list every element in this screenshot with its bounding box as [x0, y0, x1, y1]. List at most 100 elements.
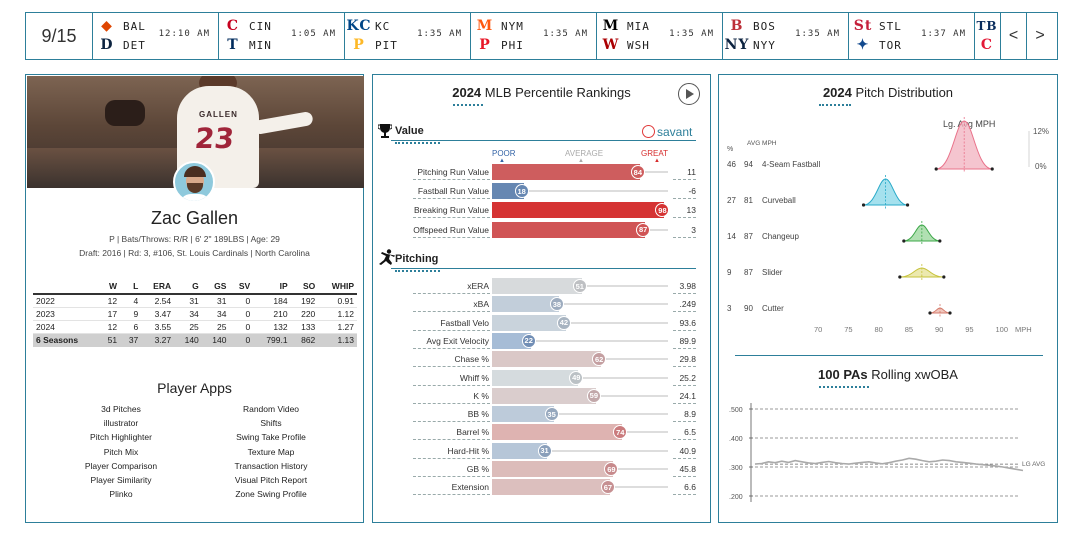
stats-header-cell[interactable]: IP [253, 278, 291, 295]
metric-label: Avg Exit Velocity [426, 335, 489, 346]
percentile-row[interactable]: Chase % 62 29.8 [373, 351, 712, 368]
pitch-name: Slider [762, 268, 783, 277]
game-card[interactable]: St STL ✦ TOR 1:37 AM [849, 13, 975, 59]
player-panel: GALLEN 23 Zac Gallen P | Bats/Throws: R/… [25, 74, 364, 523]
metric-value-rule [673, 402, 696, 404]
pitch-avg-mph: 94 [744, 160, 753, 169]
percentile-row[interactable]: Fastball Run Value 18 -6 [373, 183, 712, 200]
player-app-link[interactable]: Player Similarity [90, 474, 152, 485]
percentile-circle: 51 [572, 279, 587, 293]
stats-total-cell: 37 [120, 333, 142, 347]
player-app-link[interactable]: Texture Map [247, 446, 295, 457]
player-app-link[interactable]: Visual Pitch Report [234, 474, 308, 485]
percentile-row[interactable]: Extension 67 6.6 [373, 479, 712, 496]
stats-header-cell[interactable]: SO [290, 278, 319, 295]
stats-header-cell[interactable]: ERA [141, 278, 175, 295]
percentile-row[interactable]: xERA 51 3.98 [373, 278, 712, 294]
y-tick-label: .500 [729, 407, 743, 414]
stats-header-cell[interactable]: WHIP [318, 278, 357, 295]
player-app-link[interactable]: Pitch Highlighter [90, 432, 152, 443]
savant-logo[interactable]: savant [642, 125, 692, 139]
pitching-section-rule [391, 268, 696, 269]
stats-header-cell[interactable]: L [120, 278, 142, 295]
player-draft: Draft: 2016 | Rd: 3, #106, St. Louis Car… [79, 248, 310, 258]
pitch-distribution-chart: Lg. Avg MPH% AVG MPH 12% 0% 46 94 4-Seam Fastb… [727, 117, 1049, 334]
metric-label-rule [413, 179, 490, 180]
player-app-link[interactable]: Swing Take Profile [236, 432, 306, 443]
player-app-link[interactable]: Player Comparison [84, 460, 158, 471]
metric-value: 3 [691, 224, 696, 235]
percentile-track: 18 [492, 183, 668, 200]
percentile-row[interactable]: xBA 38 .249 [373, 296, 712, 313]
stats-cell: 25 [174, 320, 202, 334]
scoreboard-date[interactable]: 9/15 [26, 13, 93, 59]
percentile-row[interactable]: Hard-Hit % 31 40.9 [373, 442, 712, 459]
percentile-row[interactable]: Fastball Velo 42 93.6 [373, 314, 712, 331]
stats-total-cell: 1.13 [318, 333, 357, 347]
percentile-track-line [492, 413, 668, 416]
x-tick-label: 80 [875, 325, 883, 334]
stl-logo-icon: St [853, 18, 873, 34]
home-team-abbr: DET [123, 38, 146, 52]
stats-header-cell[interactable] [33, 278, 99, 295]
player-app-link[interactable]: Shifts [260, 418, 282, 429]
game-card[interactable]: ◆ BAL D DET 12:10 AM [93, 13, 219, 59]
scoreboard-prev-button[interactable]: < [1001, 13, 1027, 59]
stats-row: 2023 17 9 3.47 34 34 0 210 220 1.12 [33, 307, 357, 321]
stats-header-cell[interactable]: SV [229, 278, 254, 295]
metric-value-rule [673, 217, 696, 219]
lg-avg-label: LG AVG [1022, 461, 1045, 468]
percentile-row[interactable]: Avg Exit Velocity 22 89.9 [373, 332, 712, 349]
scoreboard-next-button[interactable]: > [1035, 27, 1045, 44]
game-card[interactable]: KC KC P PIT 1:35 AM [345, 13, 471, 59]
percentile-row[interactable]: K % 59 24.1 [373, 387, 712, 404]
percentile-row[interactable]: Barrel % 74 6.5 [373, 424, 712, 441]
pitch-avg-mph: 90 [744, 304, 753, 313]
stats-header-cell[interactable]: G [174, 278, 202, 295]
metric-value: 3.98 [679, 281, 696, 291]
phi-logo-icon: P [479, 37, 491, 53]
metric-label-rule [413, 347, 490, 349]
tb-logo-icon: TB [976, 19, 998, 33]
away-team-abbr: BAL [123, 19, 146, 33]
stats-header-cell[interactable]: GS [201, 278, 230, 295]
away-team-abbr: MIA [627, 19, 650, 33]
y-tick-label: .200 [729, 494, 743, 501]
percentile-track-line [492, 190, 668, 193]
scale-great-marker: ▲ [654, 158, 660, 164]
percentile-row[interactable]: BB % 35 8.9 [373, 406, 712, 423]
stats-total-cell: 862 [290, 333, 319, 347]
stats-header-cell[interactable]: W [98, 278, 121, 295]
percentile-row[interactable]: Breaking Run Value 98 13 [373, 202, 712, 219]
percentile-bar [492, 424, 623, 441]
percentile-row[interactable]: Pitching Run Value 84 11 [373, 164, 712, 180]
metric-label: Whiff % [459, 372, 489, 383]
stats-cell: 220 [290, 307, 319, 321]
game-card[interactable]: M MIA W WSH 1:35 AM [597, 13, 723, 59]
player-app-link[interactable]: Zone Swing Profile [235, 489, 307, 500]
player-app-link[interactable]: Random Video [242, 404, 300, 414]
player-app-link[interactable]: Plinko [109, 489, 133, 500]
stats-cell: 34 [201, 307, 230, 321]
home-team-row: D DET [99, 36, 146, 54]
player-app-link[interactable]: Pitch Mix [103, 446, 139, 457]
game-partial[interactable]: TB C [975, 13, 1001, 59]
percentile-row[interactable]: GB % 69 45.8 [373, 461, 712, 477]
game-card[interactable]: M NYM P PHI 1:35 AM [471, 13, 597, 59]
player-app-link[interactable]: illustrator [103, 418, 139, 429]
away-team-row: C CIN [225, 17, 272, 35]
player-app-link[interactable]: 3d Pitches [101, 404, 141, 414]
game-card[interactable]: B BOS NY NYY 1:35 AM [723, 13, 849, 59]
wsh-logo-icon: W [602, 37, 620, 53]
percentile-bar [492, 406, 554, 423]
y-tick-label: .300 [729, 465, 743, 472]
player-app-link[interactable]: Transaction History [234, 460, 308, 471]
percentile-row[interactable]: Whiff % 49 25.2 [373, 369, 712, 386]
percentile-circle: 84 [630, 165, 645, 179]
kc-logo-icon: KC [346, 18, 372, 34]
game-card[interactable]: C CIN T MIN 1:05 AM [219, 13, 345, 59]
play-icon[interactable] [678, 83, 700, 105]
percentile-row[interactable]: Offspeed Run Value 87 3 [373, 221, 712, 238]
pitch-range-dot [861, 203, 866, 207]
metric-value: 25.2 [679, 372, 696, 383]
